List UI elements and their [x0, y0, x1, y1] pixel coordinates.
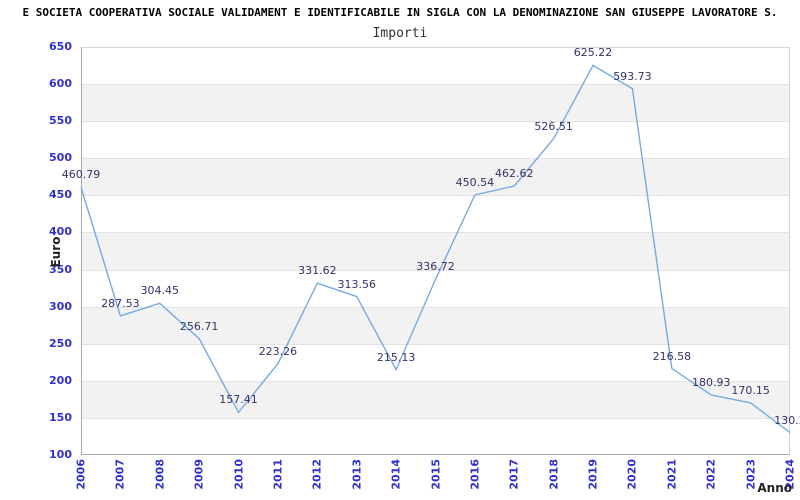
point-label: 215.13	[376, 350, 416, 364]
point-label: 462.62	[495, 167, 534, 180]
x-tick-label: 2022	[704, 459, 718, 490]
y-tick-label: 200	[49, 373, 72, 387]
point-label: 130.2	[774, 413, 800, 427]
x-tick-label: 2010	[232, 459, 246, 490]
x-tick-label: 2020	[625, 459, 639, 490]
point-label: 256.71	[179, 319, 219, 333]
point-label: 331.62	[298, 264, 337, 278]
x-tick-label: 2018	[547, 459, 561, 490]
plot-band	[81, 380, 790, 418]
y-tick-label: 650	[49, 40, 72, 53]
y-tick-label: 400	[49, 225, 72, 239]
point-label: 336.72	[416, 260, 455, 274]
gridline	[81, 380, 790, 382]
chart-title: E SOCIETA COOPERATIVA SOCIALE VALIDAMENT…	[22, 6, 778, 19]
point-label: 526.51	[534, 119, 573, 133]
x-tick-label: 2009	[192, 459, 206, 490]
gridline	[81, 417, 790, 419]
x-tick-label: 2013	[350, 459, 364, 490]
point-label: 223.26	[258, 344, 298, 358]
x-tick-label: 2007	[113, 459, 127, 490]
y-tick-label: 450	[49, 188, 72, 202]
chart-subtitle: Importi	[372, 26, 428, 41]
x-tick-label: 2017	[507, 459, 521, 490]
point-label: 180.93	[691, 375, 731, 389]
point-label: 304.45	[140, 284, 180, 298]
x-tick-label: 2014	[389, 459, 403, 490]
x-axis-title: Anno	[757, 481, 792, 495]
x-tick-label: 2015	[429, 459, 442, 490]
point-label: 157.41	[219, 393, 258, 407]
point-label: 170.15	[731, 383, 770, 397]
gridline	[81, 195, 790, 197]
gridline	[81, 306, 790, 308]
x-tick-label: 2019	[586, 459, 600, 490]
y-tick-label: 150	[49, 410, 72, 424]
x-tick-label: 2021	[665, 459, 679, 490]
gridline	[81, 121, 790, 123]
point-label: 460.79	[61, 168, 101, 182]
x-tick-label: 2012	[310, 459, 324, 490]
plot-band	[81, 158, 790, 196]
point-label: 216.58	[652, 349, 692, 363]
point-label: 450.54	[455, 175, 495, 189]
gridline	[81, 158, 790, 160]
y-tick-label: 100	[49, 448, 72, 461]
gridline	[81, 232, 790, 234]
y-tick-label: 550	[49, 114, 72, 128]
x-tick-label: 2008	[153, 459, 167, 490]
x-tick-label: 2023	[744, 459, 758, 490]
y-axis-title: Euro	[49, 236, 63, 268]
x-tick-label: 2016	[468, 459, 482, 490]
gridline	[81, 84, 790, 86]
point-label: 287.53	[101, 296, 140, 310]
y-tick-label: 500	[49, 151, 72, 165]
plot-band	[81, 84, 790, 122]
y-tick-label: 350	[49, 262, 72, 276]
y-tick-label: 250	[49, 336, 72, 350]
y-tick-label: 600	[49, 77, 72, 91]
x-tick-label: 2011	[271, 459, 285, 490]
y-tick-label: 300	[49, 299, 72, 313]
point-label: 625.22	[573, 46, 613, 60]
x-tick-label: 2006	[74, 459, 88, 490]
point-label: 593.73	[613, 69, 652, 83]
gridline	[81, 343, 790, 345]
point-label: 313.56	[337, 277, 376, 291]
